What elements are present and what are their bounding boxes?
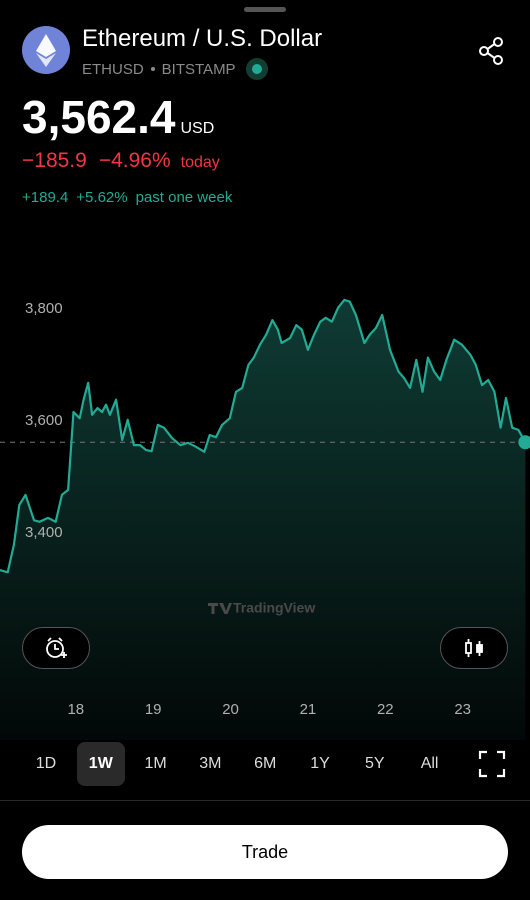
separator — [150, 67, 155, 71]
drag-handle — [244, 7, 286, 12]
watermark: TradingView — [208, 600, 315, 616]
range-button[interactable]: 3M — [199, 755, 222, 772]
range-button[interactable]: All — [420, 755, 439, 772]
range-button[interactable]: 1M — [144, 755, 167, 772]
watermark-text: TradingView — [233, 600, 315, 616]
coin-logo — [22, 26, 70, 74]
y-tick-label: 3,600 — [25, 412, 63, 429]
alert-button[interactable] — [22, 627, 90, 669]
x-tick-label: 21 — [300, 701, 317, 718]
title: Ethereum / U.S. Dollar — [82, 25, 323, 52]
chart-type-button[interactable] — [440, 627, 508, 669]
change-pct: −4.96% — [98, 149, 171, 172]
x-tick-label: 20 — [222, 701, 239, 718]
price: 3,562.4 — [22, 91, 176, 143]
x-tick-label: 18 — [67, 701, 84, 718]
range-button[interactable]: 6M — [254, 755, 277, 772]
change-label: today — [180, 154, 220, 171]
price-area — [0, 299, 526, 740]
y-tick-label: 3,400 — [25, 524, 63, 541]
range-button[interactable]: 5Y — [365, 755, 385, 772]
week-change-value: +189.4 — [22, 189, 69, 206]
exchange: BITSTAMP — [161, 60, 236, 78]
price-line — [0, 298, 527, 574]
day-change: −185.9 −4.96% today — [22, 149, 220, 173]
x-tick-label: 22 — [377, 701, 394, 718]
trade-button[interactable]: Trade — [22, 825, 508, 879]
divider — [0, 800, 530, 801]
range-button[interactable]: 1D — [35, 755, 57, 772]
share-button[interactable] — [478, 36, 506, 66]
symbol: ETHUSD — [82, 60, 144, 78]
week-change-label: past one week — [135, 189, 233, 206]
y-tick-label: 3,800 — [25, 300, 63, 317]
currency: USD — [180, 120, 215, 137]
range-button[interactable]: 1W — [76, 742, 125, 786]
x-tick-label: 23 — [454, 701, 471, 718]
price-chart: TradingView 3,400 3,600 3,800 18 19 20 21 22 23 — [0, 298, 530, 740]
change: −185.9 — [22, 149, 87, 172]
x-tick-label: 19 — [145, 701, 162, 718]
subtitle: ETHUSD BITSTAMP — [82, 58, 268, 80]
week-change-pct: +5.62% — [76, 189, 128, 206]
fullscreen-button[interactable] — [478, 750, 506, 778]
market-status — [245, 58, 268, 80]
range-button[interactable]: 1Y — [310, 755, 330, 772]
price-row: 3,562.4 USD — [22, 90, 214, 144]
week-change: +189.4 +5.62% past one week — [22, 189, 232, 206]
last-price-dot — [518, 435, 530, 450]
